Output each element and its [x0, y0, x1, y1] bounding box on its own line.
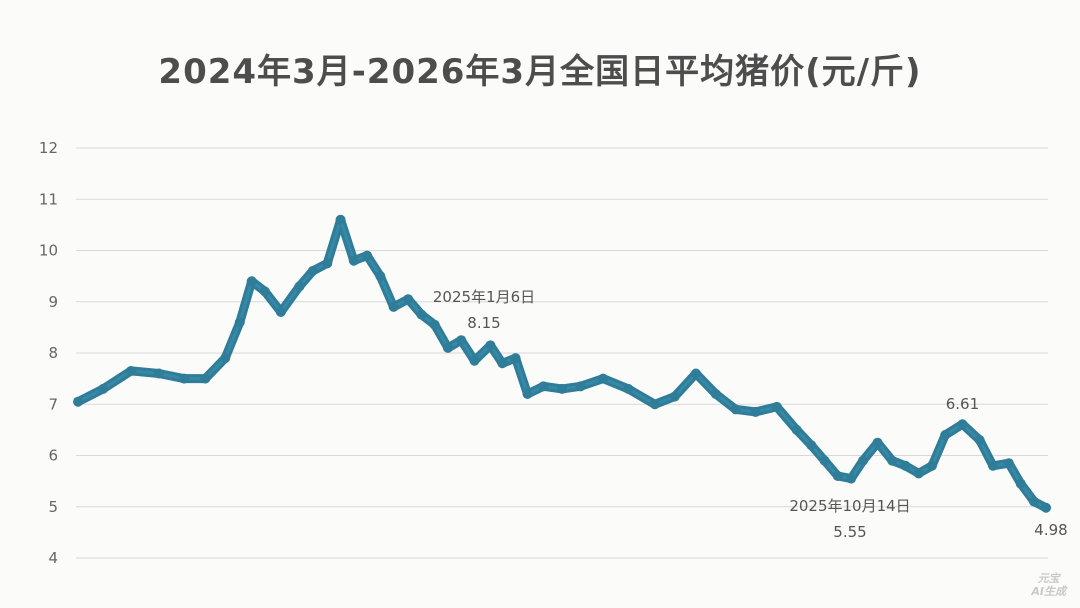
data-point	[375, 271, 386, 282]
data-point	[872, 437, 883, 448]
data-point	[940, 430, 951, 440]
data-point	[200, 373, 211, 384]
y-tick-label: 6	[48, 447, 58, 465]
data-point	[126, 365, 137, 376]
data-point	[456, 335, 467, 346]
data-point	[220, 353, 231, 364]
data-point	[791, 424, 802, 435]
data-point	[510, 353, 521, 364]
data-point	[557, 383, 567, 394]
data-point	[900, 460, 911, 471]
annotation-value: 8.15	[467, 314, 500, 332]
annotation-value: 5.55	[833, 523, 866, 541]
data-point	[806, 440, 817, 451]
data-point	[246, 276, 257, 287]
y-tick-label: 10	[39, 242, 58, 260]
data-point	[887, 455, 898, 466]
data-point	[234, 317, 245, 328]
data-point	[690, 368, 701, 379]
data-point	[322, 258, 333, 269]
y-tick-label: 5	[48, 498, 58, 516]
data-point	[750, 406, 761, 417]
data-point	[307, 266, 318, 276]
annotation-value: 6.61	[946, 395, 979, 413]
data-point	[294, 281, 305, 292]
data-point	[771, 401, 782, 412]
data-point	[153, 368, 164, 379]
data-point	[819, 455, 830, 466]
data-point	[469, 355, 480, 366]
data-point	[846, 473, 857, 484]
data-point	[730, 404, 741, 415]
data-point	[1029, 496, 1040, 507]
data-point	[259, 286, 270, 297]
data-point	[275, 307, 286, 317]
data-point	[485, 340, 496, 351]
data-point	[362, 250, 373, 261]
data-point	[1003, 458, 1014, 469]
data-point	[598, 373, 609, 384]
watermark: 元宝 AI生成	[1031, 572, 1066, 598]
data-point	[1041, 502, 1051, 513]
watermark-line2: AI生成	[1031, 585, 1066, 598]
y-tick-label: 12	[39, 139, 58, 157]
data-point	[429, 319, 440, 330]
data-point	[416, 309, 427, 320]
data-point	[403, 294, 414, 305]
data-point	[179, 373, 190, 384]
data-point	[710, 389, 721, 399]
data-point	[388, 301, 399, 312]
data-point	[348, 255, 359, 266]
data-point	[98, 383, 109, 394]
y-tick-label: 7	[48, 395, 58, 413]
data-point	[497, 358, 508, 369]
data-point	[575, 381, 586, 392]
annotation-date: 2025年1月6日	[433, 288, 535, 306]
data-point	[623, 383, 634, 394]
chart-title: 2024年3月-2026年3月全国日平均猪价(元/斤)	[158, 52, 922, 92]
data-point	[974, 435, 985, 446]
data-point	[1015, 478, 1026, 489]
y-tick-label: 8	[48, 344, 58, 362]
data-point	[73, 396, 83, 407]
y-tick-label: 11	[39, 190, 58, 208]
data-point	[987, 460, 998, 471]
y-tick-label: 4	[48, 549, 58, 567]
y-tick-label: 9	[48, 293, 58, 311]
annotation-date: 2025年10月14日	[789, 497, 910, 515]
data-point	[538, 381, 549, 392]
data-point	[957, 419, 968, 430]
data-point	[858, 455, 869, 466]
watermark-line1: 元宝	[1037, 572, 1060, 585]
data-point	[832, 471, 843, 481]
data-point	[442, 342, 453, 353]
data-point	[522, 389, 533, 399]
data-point	[669, 391, 680, 402]
data-point	[926, 460, 937, 471]
data-point	[649, 399, 660, 410]
annotation-value: 4.98	[1034, 521, 1067, 539]
data-point	[335, 214, 346, 225]
data-point	[913, 468, 924, 479]
